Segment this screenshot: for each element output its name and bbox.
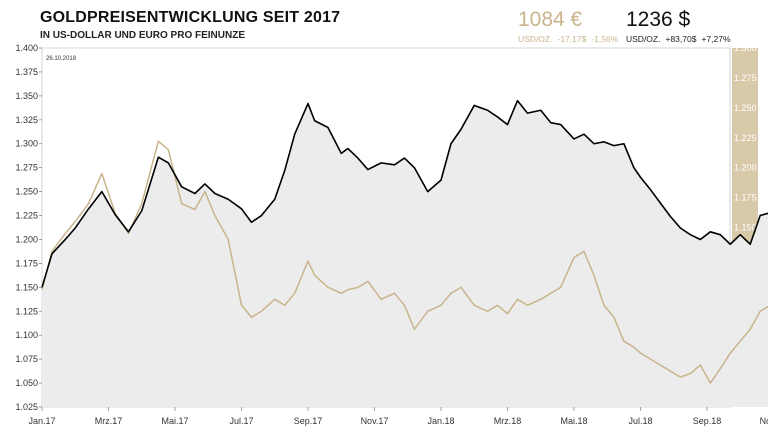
left-tick-label: 1.050	[15, 378, 38, 388]
eur-unit: USD/OZ.	[518, 34, 553, 44]
x-tick-label: Mai.18	[560, 416, 587, 426]
left-tick-label: 1.325	[15, 115, 38, 125]
eur-change-pct: -1,56%	[591, 34, 619, 44]
usd-area	[42, 100, 768, 407]
left-tick-label: 1.225	[15, 211, 38, 221]
left-tick-label: 1.275	[15, 163, 38, 173]
right-tick-label: 1.275	[734, 73, 757, 83]
usd-series-line	[41, 99, 768, 288]
left-tick-label: 1.250	[15, 187, 38, 197]
date-stamp: 26.10.2018	[46, 56, 77, 62]
left-tick-label: 1.200	[15, 234, 38, 244]
x-tick-label: Nov.17	[361, 416, 389, 426]
x-tick-label: Jul.17	[229, 416, 253, 426]
right-tick-label: 1.225	[734, 133, 757, 143]
eur-series-line	[41, 140, 768, 384]
chart-subtitle: IN US-DOLLAR UND EURO PRO FEINUNZE	[40, 30, 245, 41]
usd-quote: 1236 $ USD/OZ. +83,70$ +7,27%	[626, 8, 736, 44]
left-tick-label: 1.125	[15, 306, 38, 316]
usd-price: 1236 $	[626, 8, 691, 31]
x-tick-label: Sep.17	[294, 416, 323, 426]
right-tick-label: 1.150	[734, 223, 757, 233]
usd-change-pct: +7,27%	[701, 34, 731, 44]
x-tick-label: Mai.17	[161, 416, 188, 426]
left-tick-label: 1.175	[15, 258, 38, 268]
left-tick-label: 1.300	[15, 139, 38, 149]
eur-meta: USD/OZ. -17,17$ -1,56%	[518, 34, 623, 44]
left-tick-label: 1.025	[15, 402, 38, 412]
usd-meta: USD/OZ. +83,70$ +7,27%	[626, 34, 736, 44]
x-tick-label: Jan.17	[28, 416, 55, 426]
left-tick-label: 1.075	[15, 354, 38, 364]
left-tick-label: 1.150	[15, 282, 38, 292]
x-tick-label: Nov.18	[760, 416, 768, 426]
left-tick-label: 1.100	[15, 330, 38, 340]
usd-unit: USD/OZ.	[626, 34, 661, 44]
usd-change-abs: +83,70$	[665, 34, 697, 44]
x-tick-label: Jul.18	[628, 416, 652, 426]
left-tick-label: 1.400	[15, 43, 38, 53]
x-tick-label: Sep.18	[693, 416, 722, 426]
x-tick-label: Jan.18	[427, 416, 454, 426]
x-tick-label: Mrz.18	[494, 416, 522, 426]
right-tick-label: 1.175	[734, 193, 757, 203]
eur-change-abs: -17,17$	[557, 34, 587, 44]
chart-title: GOLDPREISENTWICKLUNG SEIT 2017	[40, 9, 341, 26]
x-tick-label: Mrz.17	[95, 416, 123, 426]
left-tick-label: 1.350	[15, 91, 38, 101]
left-tick-label: 1.375	[15, 67, 38, 77]
right-tick-label: 1.250	[734, 103, 757, 113]
right-tick-label: 1.300	[734, 43, 757, 53]
right-tick-label: 1.200	[734, 163, 757, 173]
eur-quote: 1084 € USD/OZ. -17,17$ -1,56%	[518, 8, 623, 44]
eur-price: 1084 €	[518, 8, 583, 31]
